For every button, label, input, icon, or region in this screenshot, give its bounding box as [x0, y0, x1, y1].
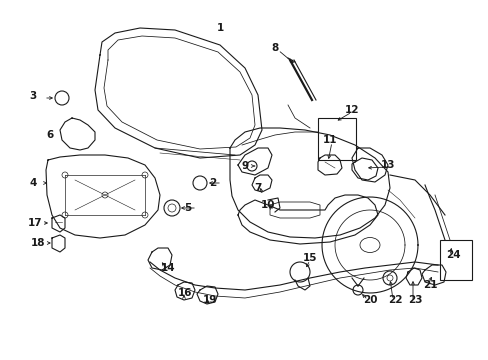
- Text: 23: 23: [407, 295, 421, 305]
- Text: 24: 24: [445, 250, 459, 260]
- Text: 15: 15: [302, 253, 317, 263]
- Text: 14: 14: [161, 263, 175, 273]
- Text: 5: 5: [184, 203, 191, 213]
- Text: 12: 12: [344, 105, 359, 115]
- Text: 10: 10: [260, 200, 275, 210]
- Text: 6: 6: [46, 130, 54, 140]
- Text: 22: 22: [387, 295, 402, 305]
- Text: 13: 13: [380, 160, 394, 170]
- Bar: [317, 118, 355, 160]
- Text: 18: 18: [31, 238, 45, 248]
- Text: 17: 17: [28, 218, 42, 228]
- Text: 16: 16: [177, 288, 192, 298]
- Text: 2: 2: [209, 178, 216, 188]
- Bar: [439, 240, 471, 280]
- Text: 8: 8: [271, 43, 278, 53]
- Text: 7: 7: [254, 183, 261, 193]
- Text: 4: 4: [29, 178, 37, 188]
- Text: 20: 20: [362, 295, 376, 305]
- Text: 21: 21: [422, 280, 436, 290]
- Text: 9: 9: [241, 161, 248, 171]
- Text: 3: 3: [29, 91, 37, 101]
- Text: 11: 11: [322, 135, 337, 145]
- Text: 1: 1: [216, 23, 223, 33]
- Text: 19: 19: [203, 295, 217, 305]
